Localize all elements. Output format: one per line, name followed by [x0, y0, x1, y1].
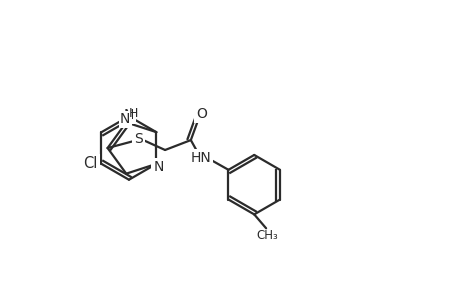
Text: N: N	[153, 160, 163, 174]
Text: N: N	[120, 112, 130, 126]
Text: N: N	[123, 108, 134, 122]
Text: O: O	[196, 107, 207, 121]
Text: H: H	[128, 107, 138, 120]
Text: CH₃: CH₃	[256, 229, 277, 242]
Text: Cl: Cl	[83, 156, 97, 171]
Text: S: S	[134, 132, 142, 146]
Text: HN: HN	[190, 151, 211, 165]
